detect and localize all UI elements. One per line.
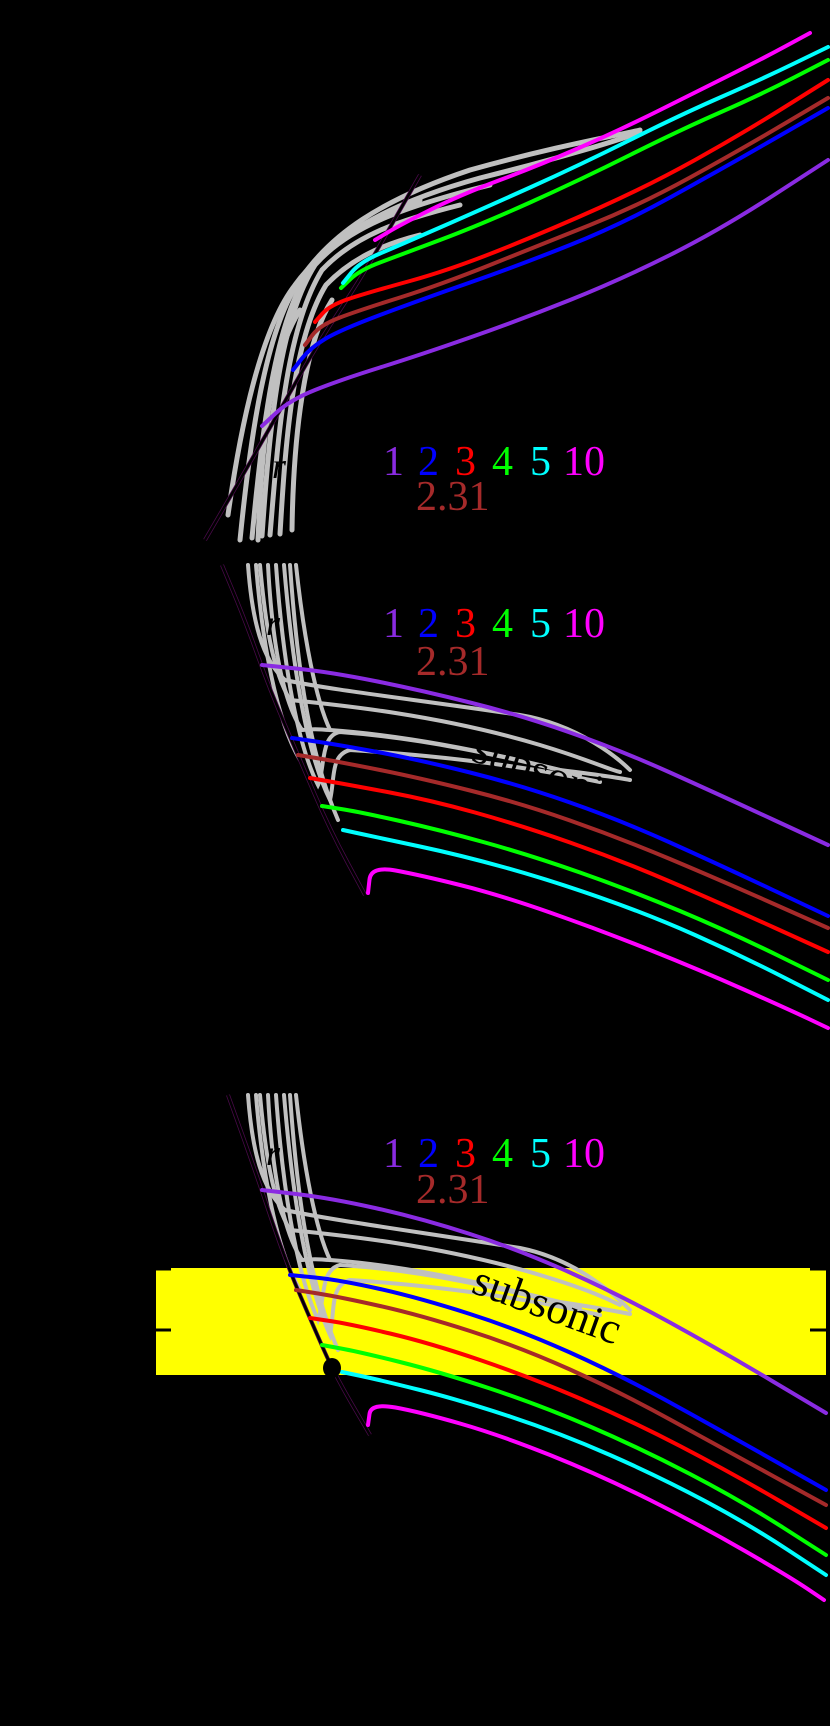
- series-line-3: [313, 78, 830, 324]
- grey-curves-bottom: [246, 1093, 632, 1352]
- axis-label-r: r: [266, 603, 281, 643]
- legend-entry-10: 10: [563, 1131, 605, 1177]
- series-line-1: [260, 663, 830, 847]
- series-line-2: [288, 1273, 828, 1492]
- legend-entry-1: 1: [383, 439, 404, 485]
- legend-entry-10: 10: [563, 439, 605, 485]
- series-line-4: [320, 804, 830, 982]
- legend-entry-2: 2: [418, 1131, 439, 1177]
- legend-entry-3: 3: [455, 1131, 476, 1177]
- series-line-10: [366, 867, 830, 1030]
- legend-entry-2: 2: [418, 601, 439, 647]
- legend-entry-2-31: 2.31: [416, 1167, 490, 1213]
- series-line-3: [308, 776, 830, 954]
- panel-top: r 1 2 3 4 5 10 2.31: [203, 31, 830, 542]
- series-line-4: [339, 58, 830, 290]
- legend-entry-2-31: 2.31: [416, 474, 490, 520]
- series-line-2: [291, 106, 830, 372]
- series-line-5: [341, 45, 830, 285]
- series-line-10: [366, 1404, 826, 1602]
- series-line-10: [373, 31, 812, 242]
- reference-curve: [226, 1094, 372, 1436]
- reference-curve: [220, 564, 367, 896]
- series-line-2-31: [303, 96, 830, 347]
- series-line-5: [340, 1370, 828, 1577]
- legend-entry-2: 2: [418, 439, 439, 485]
- legend-entry-10: 10: [563, 601, 605, 647]
- legend-entry-4: 4: [492, 439, 513, 485]
- series-line-1: [260, 158, 830, 428]
- legend-entry-3: 3: [455, 439, 476, 485]
- axis-label-r: r: [266, 1133, 281, 1173]
- legend-entry-4: 4: [492, 1131, 513, 1177]
- legend-entry-3: 3: [455, 601, 476, 647]
- legend-entry-5: 5: [530, 601, 551, 647]
- series-line-2-31: [296, 753, 830, 930]
- legend-entry-5: 5: [530, 1131, 551, 1177]
- axis-label-r: r: [272, 446, 287, 486]
- series-line-1: [260, 1188, 828, 1415]
- series-line-4: [320, 1343, 828, 1557]
- legend-entry-4: 4: [492, 601, 513, 647]
- series-line-2: [290, 736, 830, 918]
- series-line-3: [308, 1316, 828, 1530]
- legend-entry-2-31: 2.31: [416, 639, 490, 685]
- legend-entry-1: 1: [383, 1131, 404, 1177]
- legend-entry-5: 5: [530, 439, 551, 485]
- series-line-5: [341, 828, 830, 1002]
- legend-entry-1: 1: [383, 601, 404, 647]
- series-line-2-31: [294, 1288, 828, 1507]
- sonic-point-marker: [323, 1358, 341, 1378]
